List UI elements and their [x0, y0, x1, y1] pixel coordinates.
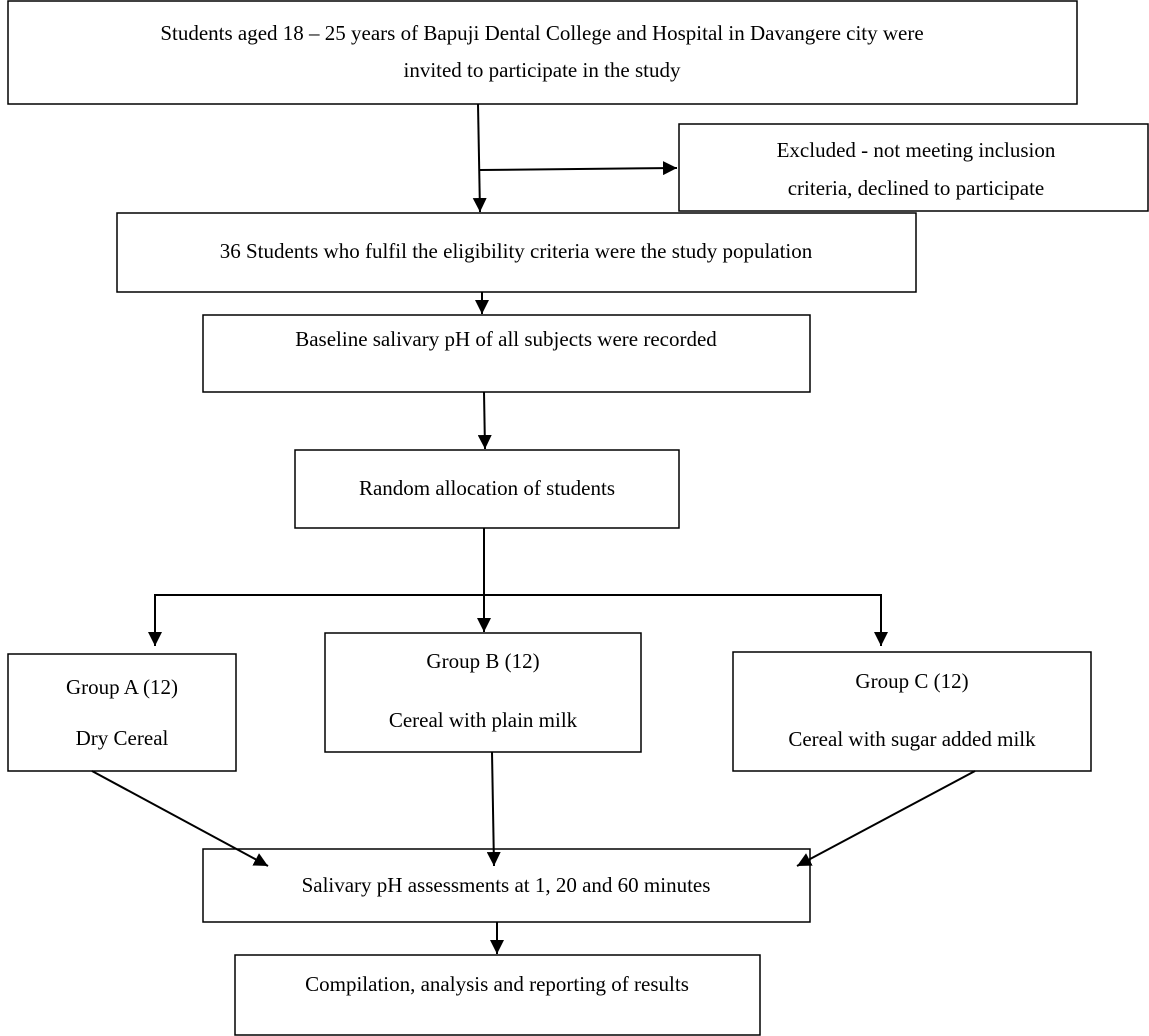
arrow	[796, 770, 976, 867]
node-text: invited to participate in the study	[403, 58, 681, 82]
node-text: Baseline salivary pH of all subjects wer…	[295, 327, 717, 351]
node-text: Cereal with plain milk	[389, 708, 578, 732]
box	[294, 449, 680, 529]
arrow	[477, 391, 492, 450]
node-text: Cereal with sugar added milk	[788, 727, 1036, 751]
node-text: 36 Students who fulfil the eligibility c…	[220, 239, 813, 263]
box	[7, 653, 237, 772]
node-text: Compilation, analysis and reporting of r…	[305, 972, 689, 996]
node-text: Random allocation of students	[359, 476, 615, 500]
node-text: Group C (12)	[855, 669, 968, 693]
node-text: Dry Cereal	[76, 726, 169, 750]
node-text: Students aged 18 – 25 years of Bapuji De…	[160, 21, 923, 45]
box	[202, 314, 811, 393]
node-text: criteria, declined to participate	[788, 176, 1045, 200]
box	[202, 848, 811, 923]
box	[234, 954, 761, 1036]
box	[7, 0, 1078, 105]
node-text: Group B (12)	[426, 649, 539, 673]
node-text: Group A (12)	[66, 675, 178, 699]
arrow	[91, 770, 269, 867]
box	[678, 123, 1149, 212]
box	[116, 212, 917, 293]
node-text: Excluded - not meeting inclusion	[777, 138, 1056, 162]
arrow	[486, 751, 501, 867]
arrow	[472, 103, 487, 213]
arrow	[479, 161, 678, 176]
box	[324, 632, 642, 753]
box	[732, 651, 1092, 772]
node-text: Salivary pH assessments at 1, 20 and 60 …	[302, 873, 711, 897]
